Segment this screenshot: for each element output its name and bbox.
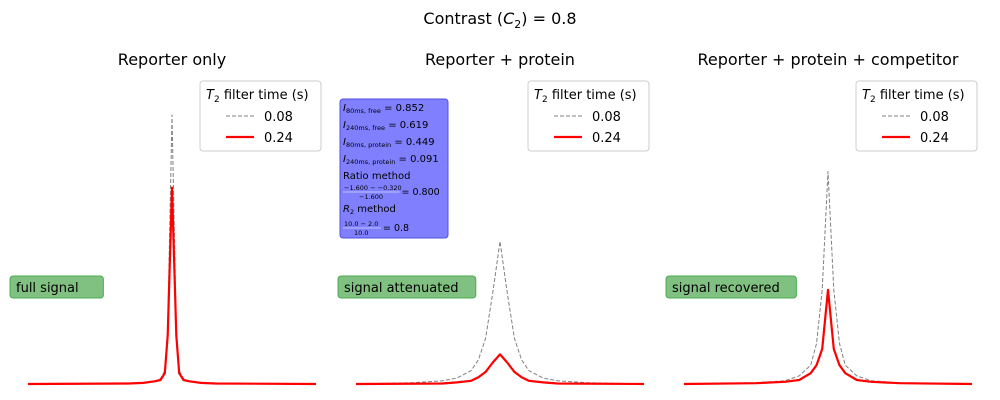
info-line-1: I240ms, free = 0.619 [343,120,428,132]
series-line-0.08 [27,114,317,385]
info-line-5-value: = 0.800 [402,187,440,198]
annotation-badge [665,275,797,299]
annotation-label: full signal [16,281,79,296]
legend-box [527,80,650,152]
series-line-0.24 [355,353,645,386]
legend-box [199,80,322,152]
info-line-7-denominator: 10.0 [354,229,368,237]
panel-2: Reporter + protein signal attenuated T2 fi… [337,50,650,386]
legend-title: T2 filter time (s) [206,88,309,105]
legend-label-0.24: 0.24 [264,131,293,146]
series-line-0.24 [683,288,973,386]
suptitle-subscript: 2 [514,18,521,31]
legend-title: T2 filter time (s) [862,88,965,105]
info-line-5-denominator: −1.600 [359,193,383,201]
suptitle-prefix: Contrast ( [423,9,503,28]
info-line-2: I80ms, protein = 0.449 [343,137,435,149]
legend-label-0.08: 0.08 [264,110,293,125]
info-line-4: Ratio method [343,171,410,182]
info-box-background [339,98,449,239]
suptitle-symbol: C [503,9,515,28]
info-box: I80ms, free = 0.852 I240ms, free = 0.619 I… [339,98,449,239]
info-line-7-numerator: 10.0 − 2.0 [344,220,378,228]
legend-label-0.08: 0.08 [592,110,621,125]
annotation-label: signal attenuated [344,281,459,296]
panel-1: Reporter only full signal T2 filter time (… [9,50,322,386]
annotation-badge [337,275,477,299]
series-line-0.24 [27,186,317,386]
info-line-5-numerator: −1.600 − −0.320 [344,184,402,192]
legend-label-0.08: 0.08 [920,110,949,125]
info-line-6: R2 method [343,204,396,216]
panels: Reporter only full signal T2 filter time (… [9,50,978,386]
panel-3: Reporter + protein + competitor signal re… [665,50,978,386]
info-line-3: I240ms, protein = 0.091 [343,154,439,166]
annotation-badge [9,275,104,299]
series-line-0.08 [683,171,973,385]
legend-label-0.24: 0.24 [592,131,621,146]
info-line-0: I80ms, free = 0.852 [343,103,424,115]
suptitle-suffix: ) = 0.8 [521,9,576,28]
panel-title: Reporter + protein + competitor [697,50,958,69]
series-line-0.08 [355,240,645,385]
legend-title: T2 filter time (s) [534,88,637,105]
panel-title: Reporter only [118,50,226,69]
panel-title: Reporter + protein [425,50,575,69]
annotation-label: signal recovered [672,281,780,296]
legend-box [855,80,978,152]
legend-label-0.24: 0.24 [920,131,949,146]
info-line-7-value: = 0.8 [383,223,409,234]
figure-suptitle: Contrast (C2) = 0.8 [423,9,576,31]
